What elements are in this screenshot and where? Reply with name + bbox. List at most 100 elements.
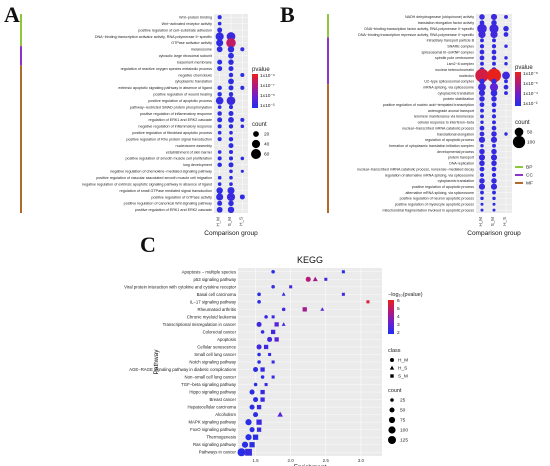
term-label: DNA replication <box>449 162 474 166</box>
term-label: positive regulation of apoptotic process <box>412 185 474 189</box>
data-point <box>480 190 484 195</box>
pathway-label: Thermogenesis <box>206 435 236 440</box>
shape-legend-label: S_M <box>398 374 408 380</box>
x-tick-label: 3.0 <box>358 458 365 463</box>
chart-c: KEGG Apoptosis − multiple species p53 sign… <box>124 255 423 466</box>
data-point <box>257 352 261 357</box>
term-label: regulation of small GTPase mediated sign… <box>120 189 212 193</box>
data-point <box>217 59 223 65</box>
data-point <box>215 96 224 105</box>
data-point <box>217 15 222 20</box>
pathway-label: Chronic myeloid leukemia <box>187 314 237 319</box>
pathway-label: AGE−RAGE signaling pathway in diabetic c… <box>129 367 236 372</box>
category-tick-label: H_S <box>238 217 243 226</box>
data-point <box>257 292 261 297</box>
data-point <box>217 182 222 186</box>
panel-letter-c: C <box>140 232 156 257</box>
term-label: extrinsic apoptotic signaling pathway in… <box>118 86 212 90</box>
data-point <box>324 277 328 281</box>
term-label: negative regulation of chemokine−mediate… <box>110 170 212 174</box>
term-label: cytoplasmic translation <box>175 80 212 84</box>
data-point <box>228 59 234 65</box>
term-label: spliceosomal tri−snRNP complex <box>421 50 474 54</box>
data-point <box>490 89 498 97</box>
term-label: regulation of apoptotic process <box>425 138 474 142</box>
color-legend-bar <box>515 72 521 106</box>
data-point <box>253 366 259 373</box>
data-point <box>271 315 275 319</box>
data-point <box>253 382 258 387</box>
x-tick-label: 2.0 <box>288 458 295 463</box>
term-label: formation of cytoplasmic translation ini… <box>389 144 474 148</box>
term-label: lung development <box>183 163 212 167</box>
data-point <box>479 14 485 20</box>
data-point <box>217 162 222 168</box>
data-point <box>217 156 222 161</box>
size-legend-label: 40 <box>264 142 270 148</box>
data-point <box>228 136 234 142</box>
pathway-label: Breast cancer <box>209 397 236 402</box>
term-label: developmental process <box>437 150 474 154</box>
data-point <box>479 44 485 49</box>
data-point <box>226 192 236 202</box>
data-point <box>305 276 311 282</box>
color-legend-label: 1x10⁻⁷ <box>260 83 275 89</box>
data-point <box>479 178 485 184</box>
ontology-bar <box>20 65 22 214</box>
data-point <box>217 111 222 116</box>
data-point <box>503 84 509 90</box>
data-point <box>241 441 249 448</box>
size-legend-dot <box>388 416 396 424</box>
data-point <box>289 285 293 289</box>
pathway-label: MAPK signaling pathway <box>188 420 236 425</box>
data-point <box>480 61 484 66</box>
data-point <box>256 427 262 432</box>
data-point <box>478 183 486 190</box>
data-point <box>274 322 279 327</box>
size-legend-label: 75 <box>400 418 406 424</box>
term-label: positive regulation of smooth muscle cel… <box>126 157 213 161</box>
data-point <box>271 285 275 289</box>
data-point <box>260 397 265 402</box>
y-axis-title: Pathway <box>153 349 160 375</box>
data-point <box>227 46 235 53</box>
data-point <box>228 105 234 110</box>
color-legend-label: 1x10⁻² <box>523 101 538 107</box>
color-legend-title: −log₁₀(pvalue) <box>388 292 423 298</box>
chart-b: NADH dehydrogenase (ubiquinone) activity… <box>327 13 538 237</box>
data-point <box>479 125 485 131</box>
term-label: positive regulation of neuron apoptotic … <box>400 197 475 201</box>
ontology-legend-label: CC <box>526 173 533 179</box>
category-tick-label: S_M <box>490 217 495 227</box>
data-point <box>479 172 485 178</box>
ontology-legend-swatch <box>515 182 523 184</box>
size-legend-dot <box>390 398 394 402</box>
shape-legend-marker <box>390 374 394 378</box>
data-point <box>487 68 501 83</box>
shape-legend-marker <box>390 358 394 362</box>
data-point <box>479 55 485 61</box>
data-point <box>267 336 273 342</box>
data-point <box>252 434 259 440</box>
ontology-bar <box>327 37 329 85</box>
pathway-label: Pathways in cancer <box>199 450 237 455</box>
data-point <box>504 56 508 60</box>
data-point <box>229 182 233 186</box>
data-point <box>228 66 234 72</box>
data-point <box>249 389 255 395</box>
data-point <box>271 375 275 379</box>
panel-letter-a: A <box>4 2 20 27</box>
data-point <box>217 175 222 180</box>
data-point <box>217 137 222 142</box>
data-point <box>490 136 498 143</box>
data-point <box>491 102 497 108</box>
term-label: nucleosome assembly <box>176 144 213 148</box>
data-point <box>478 154 486 161</box>
term-label: alternative mRNA splicing, via spliceoso… <box>405 191 474 195</box>
size-legend-label: 50 <box>400 408 406 414</box>
panel-letter-b: B <box>280 2 295 27</box>
data-point <box>480 38 484 43</box>
data-point <box>239 194 245 200</box>
data-point <box>256 344 262 350</box>
term-label: nuclear heterochromatin <box>435 68 474 72</box>
